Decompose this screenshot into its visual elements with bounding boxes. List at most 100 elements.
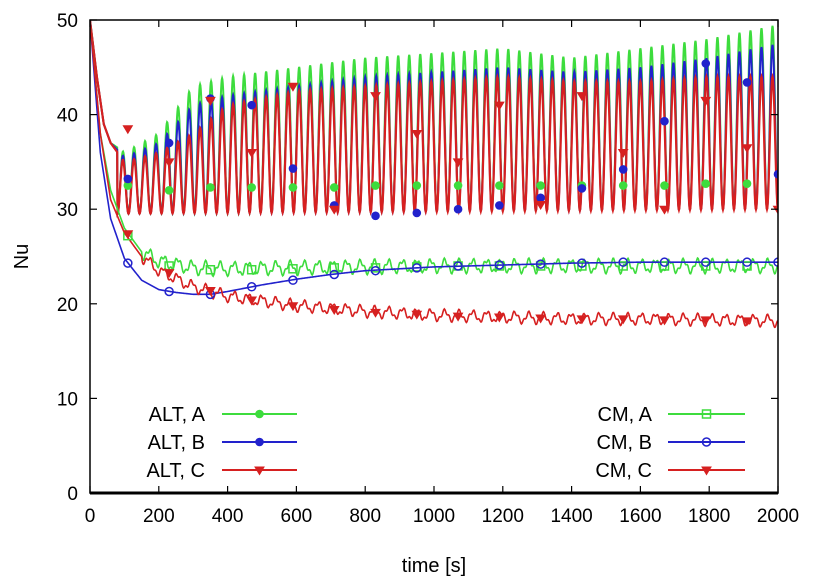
data-point-cm-b-3 [246,282,257,292]
y-tick-label: 30 [57,200,78,221]
data-point-alt-b-4 [288,164,298,173]
data-point-cm-b-10 [535,259,546,269]
data-point-alt-c-0 [122,125,134,135]
data-point-alt-c-9 [493,101,505,111]
x-tick-label: 1800 [688,506,730,527]
x-tick-label: 1000 [413,506,455,527]
data-point-alt-b-16 [773,169,778,179]
legend-marker-alt-a [255,409,264,419]
legend-label-alt-a: ALT, A [149,404,206,426]
data-point-cm-c-2 [205,287,216,297]
legend: ALT, A ALT, B ALT, C CM, A CM, B CM, C [146,404,745,482]
legend-marker-cm-b [701,437,712,447]
data-point-cm-a-2 [205,264,216,275]
data-point-cm-c-4 [287,302,299,312]
data-point-alt-a-13 [660,181,669,190]
y-tick-label: 20 [57,295,78,316]
data-point-cm-b-11 [577,258,587,268]
x-tick-label: 400 [212,506,244,527]
data-point-alt-b-3 [247,100,256,110]
data-point-cm-a-15 [742,261,752,271]
y-axis-title: Nu [11,244,33,270]
legend-marker-cm-a [701,409,712,419]
data-point-cm-a-6 [370,263,381,273]
data-point-cm-c-0 [122,230,134,240]
data-point-alt-b-6 [371,211,380,221]
data-point-cm-a-12 [618,261,628,271]
legend-marker-cm-c [701,466,712,476]
data-point-cm-a-5 [329,263,339,273]
legend-marker-alt-c [254,466,265,476]
data-point-alt-c-15 [741,144,753,154]
data-point-cm-a-4 [288,264,298,274]
legend-label-alt-c: ALT, C [146,460,205,482]
data-point-cm-c-3 [246,296,258,306]
x-tick-label: 0 [85,506,96,527]
data-point-cm-a-13 [659,261,670,271]
data-point-cm-b-6 [370,265,381,276]
data-point-alt-b-1 [164,138,174,148]
data-point-alt-c-14 [700,96,712,106]
data-point-cm-b-0 [123,258,133,268]
legend-label-cm-c: CM, C [595,460,652,482]
data-point-alt-b-8 [453,204,463,214]
data-point-cm-b-16 [773,257,778,267]
data-point-cm-b-9 [494,260,505,270]
data-point-alt-b-14 [701,59,711,68]
data-point-cm-c-5 [328,305,340,315]
x-tick-label: 2000 [757,506,799,527]
data-point-alt-c-8 [452,158,464,168]
data-point-cm-c-12 [617,315,629,325]
data-point-cm-b-1 [164,286,174,297]
data-point-cm-c-6 [370,308,381,318]
y-tick-label: 10 [57,389,78,410]
data-point-cm-b-12 [618,257,628,267]
data-point-alt-b-13 [660,116,669,126]
data-point-alt-a-2 [206,183,215,192]
data-point-alt-b-12 [618,165,628,174]
y-tick-label: 50 [57,11,78,32]
data-point-alt-a-5 [329,183,339,192]
x-tick-label: 600 [281,506,313,527]
data-point-alt-c-2 [205,96,216,106]
data-point-cm-c-11 [576,315,588,325]
data-point-cm-b-15 [742,257,752,267]
data-point-alt-c-4 [287,82,299,92]
data-point-alt-a-3 [247,183,256,192]
x-tick-label: 1400 [550,506,592,527]
data-point-cm-c-9 [493,313,505,323]
data-point-alt-c-3 [246,148,258,158]
x-tick-label: 200 [143,506,175,527]
data-point-cm-c-14 [700,316,712,326]
data-point-cm-c-1 [163,269,175,279]
data-point-alt-b-9 [495,201,504,210]
data-point-alt-b-0 [123,174,133,184]
data-point-cm-a-11 [577,261,587,271]
data-point-alt-b-10 [536,193,545,203]
axes: 0 200 400 600 800 1000 1200 1400 1600 1800 2000 0 10… [57,11,799,527]
data-point-cm-b-13 [659,257,670,267]
x-tick-label: 800 [349,506,381,527]
data-point-alt-c-5 [328,205,340,215]
data-point-cm-b-14 [701,257,711,267]
x-tick-label: 1600 [619,506,661,527]
data-point-alt-b-7 [412,208,422,218]
data-point-alt-a-7 [412,181,422,190]
data-point-cm-c-7 [411,310,423,320]
data-point-alt-c-6 [370,92,381,102]
data-point-cm-c-13 [659,316,670,326]
data-point-alt-b-11 [577,184,587,193]
data-point-cm-a-14 [701,261,711,271]
data-point-alt-b-15 [742,78,752,87]
series-line-alt-c [90,20,778,218]
legend-label-cm-b: CM, B [596,432,652,454]
data-point-alt-a-15 [742,179,752,188]
data-point-alt-a-9 [495,181,504,190]
data-point-cm-c-10 [535,314,547,324]
legend-label-alt-b: ALT, B [148,432,205,454]
data-point-alt-c-11 [576,92,588,102]
legend-label-cm-a: CM, A [598,404,653,426]
data-point-alt-a-1 [164,185,174,195]
legend-marker-alt-b [255,437,264,447]
